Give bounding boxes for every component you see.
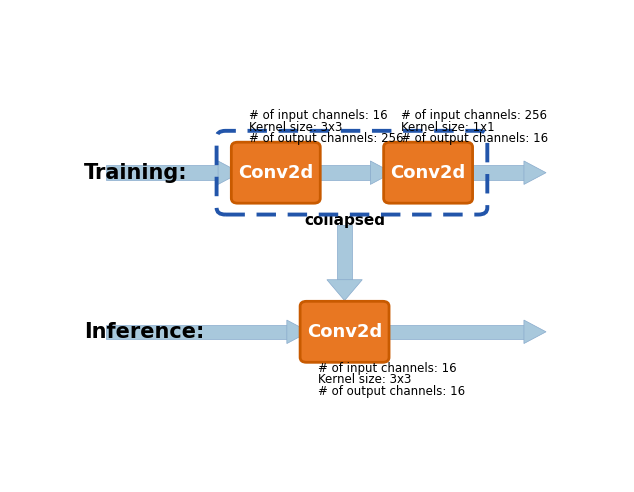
Polygon shape xyxy=(107,165,218,180)
Text: Conv2d: Conv2d xyxy=(238,164,313,182)
FancyBboxPatch shape xyxy=(384,142,472,203)
Polygon shape xyxy=(107,325,287,339)
Text: # of input channels: 16: # of input channels: 16 xyxy=(249,110,387,123)
Text: Kernel size: 1x1: Kernel size: 1x1 xyxy=(401,121,495,134)
Polygon shape xyxy=(380,325,524,339)
Polygon shape xyxy=(327,280,362,301)
Polygon shape xyxy=(370,161,392,184)
Text: collapsed: collapsed xyxy=(304,213,385,228)
Text: Inference:: Inference: xyxy=(84,322,205,342)
FancyBboxPatch shape xyxy=(300,301,389,362)
Polygon shape xyxy=(463,165,524,180)
Polygon shape xyxy=(524,161,546,184)
Polygon shape xyxy=(524,320,546,343)
Text: # of output channels: 16: # of output channels: 16 xyxy=(318,385,465,398)
Polygon shape xyxy=(287,320,309,343)
Text: Conv2d: Conv2d xyxy=(307,323,382,341)
Text: Kernel size: 3x3: Kernel size: 3x3 xyxy=(249,121,342,134)
Polygon shape xyxy=(337,225,353,280)
Text: # of input channels: 256: # of input channels: 256 xyxy=(401,110,547,123)
Text: Kernel size: 3x3: Kernel size: 3x3 xyxy=(318,373,411,386)
Polygon shape xyxy=(311,165,370,180)
Text: # of output channels: 256: # of output channels: 256 xyxy=(249,132,403,145)
Polygon shape xyxy=(218,161,240,184)
Text: Training:: Training: xyxy=(84,163,188,183)
FancyBboxPatch shape xyxy=(231,142,320,203)
Text: # of output channels: 16: # of output channels: 16 xyxy=(401,132,548,145)
Text: Conv2d: Conv2d xyxy=(391,164,466,182)
Text: # of input channels: 16: # of input channels: 16 xyxy=(318,362,456,375)
